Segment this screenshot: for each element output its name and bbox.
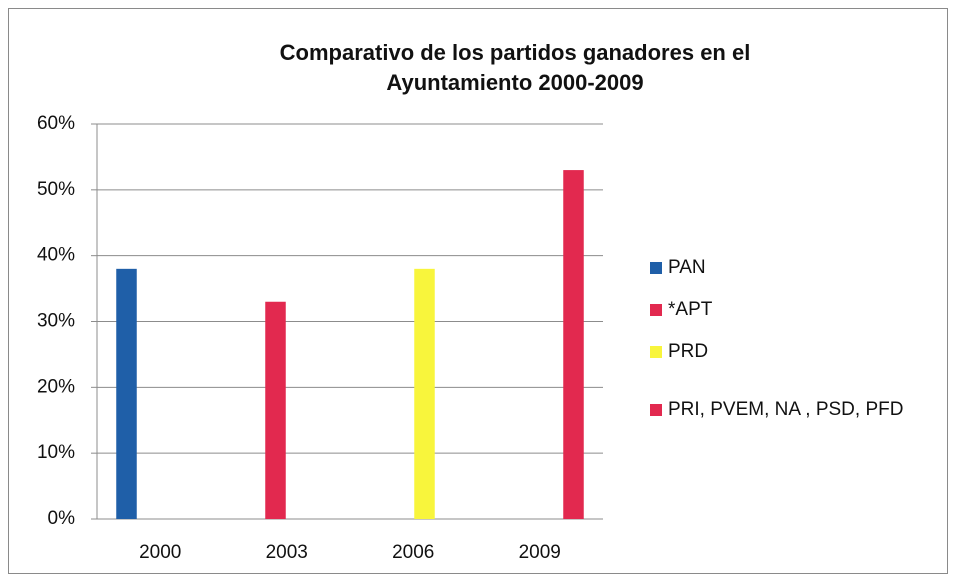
legend-swatch [650, 304, 662, 316]
legend-swatch [650, 404, 662, 416]
bar [414, 268, 435, 519]
y-tick-label: 40% [37, 245, 75, 266]
chart-frame [8, 8, 948, 574]
legend-label: *APT [668, 299, 713, 320]
y-tick-label: 0% [48, 508, 76, 529]
legend-swatch [650, 262, 662, 274]
bar [563, 170, 584, 520]
y-tick-label: 20% [37, 376, 75, 397]
bar [116, 268, 137, 519]
legend-label: PAN [668, 257, 706, 278]
y-tick-label: 60% [37, 113, 75, 134]
legend-label: PRD [668, 341, 708, 362]
x-tick-label: 2009 [519, 542, 561, 563]
x-tick-label: 2000 [139, 542, 181, 563]
y-tick-label: 10% [37, 442, 75, 463]
chart-title: Comparativo de los partidos ganadores en… [279, 40, 751, 95]
y-tick-label: 30% [37, 311, 75, 332]
x-tick-label: 2003 [266, 542, 308, 563]
legend-label: PRI, PVEM, NA , PSD, PFD [668, 399, 903, 420]
legend-swatch [650, 346, 662, 358]
y-tick-label: 50% [37, 179, 75, 200]
bar [265, 301, 286, 519]
x-tick-label: 2006 [392, 542, 434, 563]
